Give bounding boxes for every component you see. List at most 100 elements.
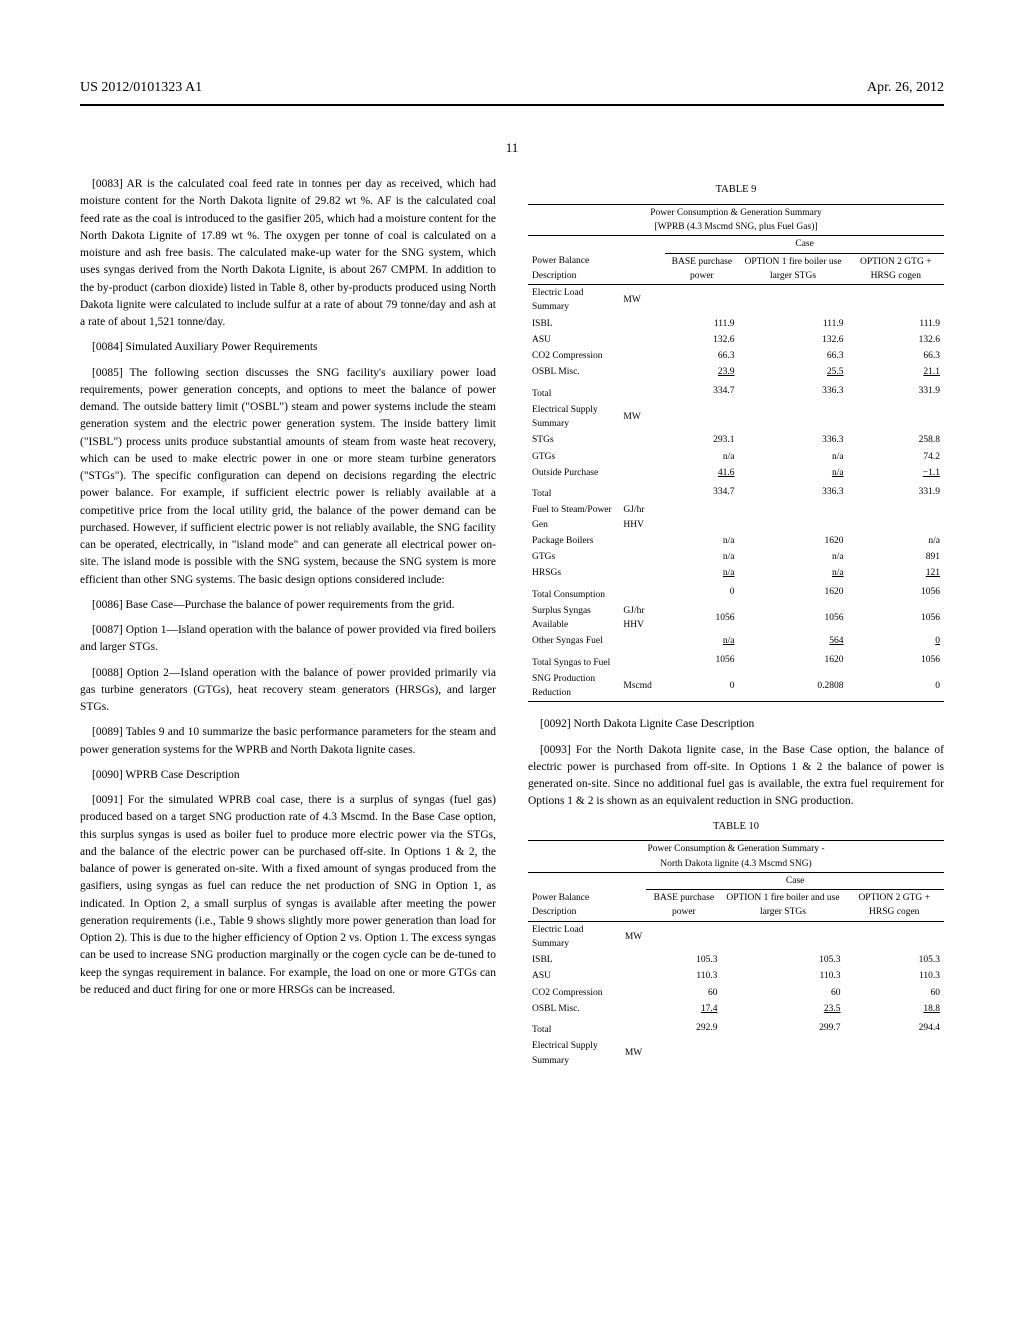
t9-totc-2: 1056	[848, 582, 944, 603]
para-0091: [0091] For the simulated WPRB coal case,…	[80, 792, 496, 999]
t9-asu: ASU	[528, 332, 619, 348]
t9-col-base: BASE purchase power	[665, 253, 738, 285]
t9-pkgb-1: 1620	[739, 533, 848, 549]
t10-col-base: BASE purchase power	[646, 890, 721, 922]
t9-gtgs2-1: n/a	[739, 549, 848, 565]
t10-co2: CO2 Compression	[528, 985, 621, 1001]
t9-gtgs: GTGs	[528, 449, 619, 465]
t10-mw: MW	[621, 921, 646, 952]
t9-isbl-2: 111.9	[848, 316, 944, 332]
t10-col-pb: Power Balance Description	[528, 890, 621, 922]
t10-co2-1: 60	[721, 985, 844, 1001]
t9-pkgb: Package Boilers	[528, 533, 619, 549]
table10-label: TABLE 10	[528, 819, 944, 835]
t9-outp-2: −1.1	[848, 465, 944, 481]
t9-outp-1: n/a	[739, 465, 848, 481]
t9-surplus-b: 1056	[665, 603, 738, 634]
t9-total1-1: 336.3	[739, 381, 848, 402]
table9-subtitle: [WPRB (4.3 Mscmd SNG, plus Fuel Gas)]	[654, 222, 817, 232]
t9-osbl: OSBL Misc.	[528, 364, 619, 380]
t9-mw: MW	[619, 285, 665, 316]
t10-isbl-1: 105.3	[721, 952, 844, 968]
t9-elec-load: Electric Load Summary	[528, 285, 619, 316]
table9-case-header: Case	[665, 236, 944, 253]
t10-osbl-2: 18.8	[844, 1001, 944, 1017]
t9-hrsgs-b: n/a	[665, 565, 738, 581]
header-right: Apr. 26, 2012	[867, 80, 944, 96]
para-0093: [0093] For the North Dakota lignite case…	[528, 742, 944, 811]
table9-label: TABLE 9	[528, 182, 944, 198]
t9-total2-1: 336.3	[739, 481, 848, 502]
t9-co2-2: 66.3	[848, 348, 944, 364]
t9-totc-1: 1620	[739, 582, 848, 603]
para-0090: [0090] WPRB Case Description	[80, 767, 496, 784]
t9-total1-b: 334.7	[665, 381, 738, 402]
t9-isbl-b: 111.9	[665, 316, 738, 332]
t10-elec-sup: Electrical Supply Summary	[528, 1038, 621, 1069]
table10-title: Power Consumption & Generation Summary -	[647, 844, 824, 854]
table9: Power Consumption & Generation Summary […	[528, 204, 944, 703]
t9-col-pb: Power Balance Description	[528, 253, 619, 285]
table10-case-header: Case	[646, 872, 944, 889]
t9-asu-b: 132.6	[665, 332, 738, 348]
t10-total1-1: 299.7	[721, 1017, 844, 1038]
t9-osbl-2: 21.1	[848, 364, 944, 380]
t9-osbl-b: 23.9	[665, 364, 738, 380]
t10-isbl: ISBL	[528, 952, 621, 968]
t9-stgs: STGs	[528, 432, 619, 448]
t9-totsf-b: 1056	[665, 650, 738, 671]
t9-surplus-2: 1056	[848, 603, 944, 634]
t9-mw2: MW	[619, 402, 665, 433]
t9-pkgb-2: n/a	[848, 533, 944, 549]
t9-stgs-2: 258.8	[848, 432, 944, 448]
t9-total2-b: 334.7	[665, 481, 738, 502]
t9-co2: CO2 Compression	[528, 348, 619, 364]
page-number: 11	[80, 140, 944, 156]
t9-totc-b: 0	[665, 582, 738, 603]
t10-total1-2: 294.4	[844, 1017, 944, 1038]
t9-co2-b: 66.3	[665, 348, 738, 364]
t10-osbl-b: 17.4	[646, 1001, 721, 1017]
table9-title: Power Consumption & Generation Summary	[650, 208, 822, 218]
t9-gtgs2-b: n/a	[665, 549, 738, 565]
t9-elec-sup: Electrical Supply Summary	[528, 402, 619, 433]
t9-asu-2: 132.6	[848, 332, 944, 348]
t9-sngpr: SNG Production Reduction	[528, 671, 619, 702]
t9-gtgs-1: n/a	[739, 449, 848, 465]
t9-unit3: GJ/hr HHV	[619, 603, 665, 634]
para-0083: [0083] AR is the calculated coal feed ra…	[80, 176, 496, 331]
t9-sngpr-u: Mscmd	[619, 671, 665, 702]
t10-total1-b: 292.9	[646, 1017, 721, 1038]
t10-co2-2: 60	[844, 985, 944, 1001]
t9-gtgs2-2: 891	[848, 549, 944, 565]
t9-col-opt1: OPTION 1 fire boiler use larger STGs	[739, 253, 848, 285]
t9-outp-b: 41.6	[665, 465, 738, 481]
t9-osbl-1: 25.5	[739, 364, 848, 380]
t10-col-opt1: OPTION 1 fire boiler and use larger STGs	[721, 890, 844, 922]
t10-elec-load: Electric Load Summary	[528, 921, 621, 952]
t10-total1: Total	[528, 1017, 621, 1038]
t9-totsf: Total Syngas to Fuel	[528, 650, 619, 671]
t10-asu-b: 110.3	[646, 968, 721, 984]
t9-sngpr-2: 0	[848, 671, 944, 702]
t9-fuel-to: Fuel to Steam/Power Gen	[528, 502, 619, 533]
t10-osbl-1: 23.5	[721, 1001, 844, 1017]
t10-asu-1: 110.3	[721, 968, 844, 984]
t9-stgs-1: 336.3	[739, 432, 848, 448]
t9-isbl-1: 111.9	[739, 316, 848, 332]
t9-isbl: ISBL	[528, 316, 619, 332]
header-divider	[80, 104, 944, 106]
para-0088: [0088] Option 2—Island operation with th…	[80, 665, 496, 717]
right-column: TABLE 9 Power Consumption & Generation S…	[528, 176, 944, 1083]
t9-totc: Total Consumption	[528, 582, 619, 603]
t10-asu: ASU	[528, 968, 621, 984]
t9-surplus: Surplus Syngas Available	[528, 603, 619, 634]
t9-total2: Total	[528, 481, 619, 502]
t9-gtgs-b: n/a	[665, 449, 738, 465]
para-0087: [0087] Option 1—Island operation with th…	[80, 622, 496, 657]
t9-totsf-2: 1056	[848, 650, 944, 671]
t9-surplus-1: 1056	[739, 603, 848, 634]
t9-asu-1: 132.6	[739, 332, 848, 348]
t9-sngpr-b: 0	[665, 671, 738, 702]
t9-total1: Total	[528, 381, 619, 402]
